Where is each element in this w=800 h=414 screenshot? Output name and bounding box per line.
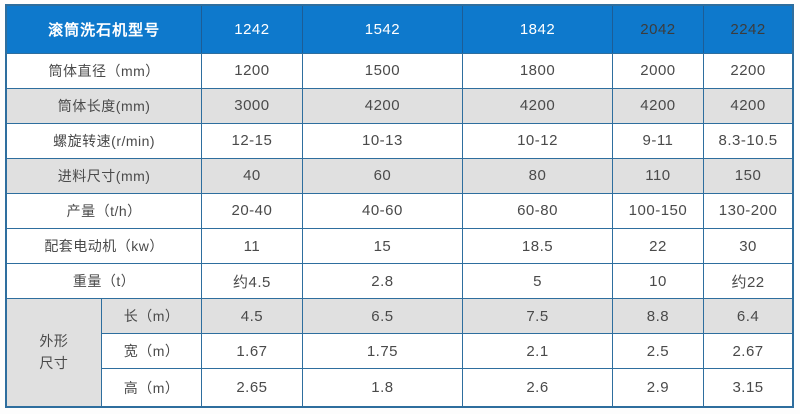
row-label: 重量（t） xyxy=(5,263,203,300)
header-model-1242: 1242 xyxy=(201,4,303,54)
value-cell: 1200 xyxy=(201,52,303,89)
value-cell: 110 xyxy=(611,157,705,194)
value-cell: 10 xyxy=(611,263,705,300)
header-row: 滚筒洗石机型号 1242 1542 1842 2042 2242 xyxy=(5,4,794,54)
value-cell: 40-60 xyxy=(301,192,464,230)
value-cell: 15 xyxy=(301,227,464,265)
row-label: 宽（m） xyxy=(100,333,203,370)
row-dimension-width: 宽（m） 1.67 1.75 2.1 2.5 2.67 xyxy=(6,333,794,370)
value-cell: 4200 xyxy=(301,87,464,124)
value-cell: 约4.5 xyxy=(201,263,303,300)
value-cell: 10-12 xyxy=(462,122,613,159)
value-cell: 2.6 xyxy=(462,368,613,408)
value-cell: 2000 xyxy=(611,52,705,89)
table-title: 滚筒洗石机型号 xyxy=(5,4,203,54)
value-cell: 2.1 xyxy=(462,333,613,370)
row-label: 螺旋转速(r/min) xyxy=(5,122,203,159)
spec-table: 滚筒洗石机型号 1242 1542 1842 2042 2242 筒体直径（mm… xyxy=(5,4,794,408)
row-label: 配套电动机（kw） xyxy=(5,227,203,265)
value-cell: 150 xyxy=(703,157,794,194)
value-cell: 60-80 xyxy=(462,192,613,230)
value-cell: 6.4 xyxy=(703,298,794,335)
row-capacity: 产量（t/h） 20-40 40-60 60-80 100-150 130-20… xyxy=(5,192,794,230)
row-spiral-speed: 螺旋转速(r/min) 12-15 10-13 10-12 9-11 8.3-1… xyxy=(5,122,794,159)
value-cell: 1.75 xyxy=(301,333,464,370)
row-feed-size: 进料尺寸(mm) 40 60 80 110 150 xyxy=(5,157,794,194)
value-cell: 2.5 xyxy=(611,333,705,370)
dimension-group-label: 外形尺寸 xyxy=(5,298,102,408)
value-cell: 9-11 xyxy=(611,122,705,159)
value-cell: 8.8 xyxy=(611,298,705,335)
value-cell: 100-150 xyxy=(611,192,705,230)
value-cell: 4200 xyxy=(703,87,794,124)
value-cell: 1800 xyxy=(462,52,613,89)
row-cylinder-length: 筒体长度(mm) 3000 4200 4200 4200 4200 xyxy=(5,87,794,124)
row-motor-power: 配套电动机（kw） 11 15 18.5 22 30 xyxy=(5,227,794,265)
value-cell: 40 xyxy=(201,157,303,194)
row-label: 筒体直径（mm） xyxy=(5,52,203,89)
value-cell: 8.3-10.5 xyxy=(703,122,794,159)
value-cell: 2.8 xyxy=(301,263,464,300)
value-cell: 11 xyxy=(201,227,303,265)
value-cell: 3.15 xyxy=(703,368,794,408)
value-cell: 2.9 xyxy=(611,368,705,408)
value-cell: 22 xyxy=(611,227,705,265)
row-weight: 重量（t） 约4.5 2.8 5 10 约22 xyxy=(5,263,794,300)
value-cell: 2.67 xyxy=(703,333,794,370)
value-cell: 2200 xyxy=(703,52,794,89)
header-model-2042: 2042 xyxy=(611,4,705,54)
value-cell: 4200 xyxy=(611,87,705,124)
header-model-1842: 1842 xyxy=(462,4,613,54)
value-cell: 20-40 xyxy=(201,192,303,230)
value-cell: 130-200 xyxy=(703,192,794,230)
value-cell: 1.8 xyxy=(301,368,464,408)
row-label: 长（m） xyxy=(100,298,203,335)
value-cell: 80 xyxy=(462,157,613,194)
value-cell: 7.5 xyxy=(462,298,613,335)
value-cell: 1.67 xyxy=(201,333,303,370)
value-cell: 2.65 xyxy=(201,368,303,408)
value-cell: 6.5 xyxy=(301,298,464,335)
value-cell: 4.5 xyxy=(201,298,303,335)
value-cell: 3000 xyxy=(201,87,303,124)
value-cell: 4200 xyxy=(462,87,613,124)
header-model-2242: 2242 xyxy=(703,4,794,54)
value-cell: 12-15 xyxy=(201,122,303,159)
value-cell: 5 xyxy=(462,263,613,300)
row-dimension-height: 高（m） 2.65 1.8 2.6 2.9 3.15 xyxy=(6,368,794,408)
value-cell: 1500 xyxy=(301,52,464,89)
row-label: 筒体长度(mm) xyxy=(5,87,203,124)
row-label: 高（m） xyxy=(100,368,203,408)
value-cell: 18.5 xyxy=(462,227,613,265)
row-label: 产量（t/h） xyxy=(5,192,203,230)
header-model-1542: 1542 xyxy=(301,4,464,54)
value-cell: 约22 xyxy=(703,263,794,300)
value-cell: 30 xyxy=(703,227,794,265)
value-cell: 60 xyxy=(301,157,464,194)
row-label: 进料尺寸(mm) xyxy=(5,157,203,194)
row-dimension-length: 外形尺寸 长（m） 4.5 6.5 7.5 8.8 6.4 xyxy=(5,298,794,408)
row-cylinder-diameter: 筒体直径（mm） 1200 1500 1800 2000 2200 xyxy=(5,52,794,89)
value-cell: 10-13 xyxy=(301,122,464,159)
